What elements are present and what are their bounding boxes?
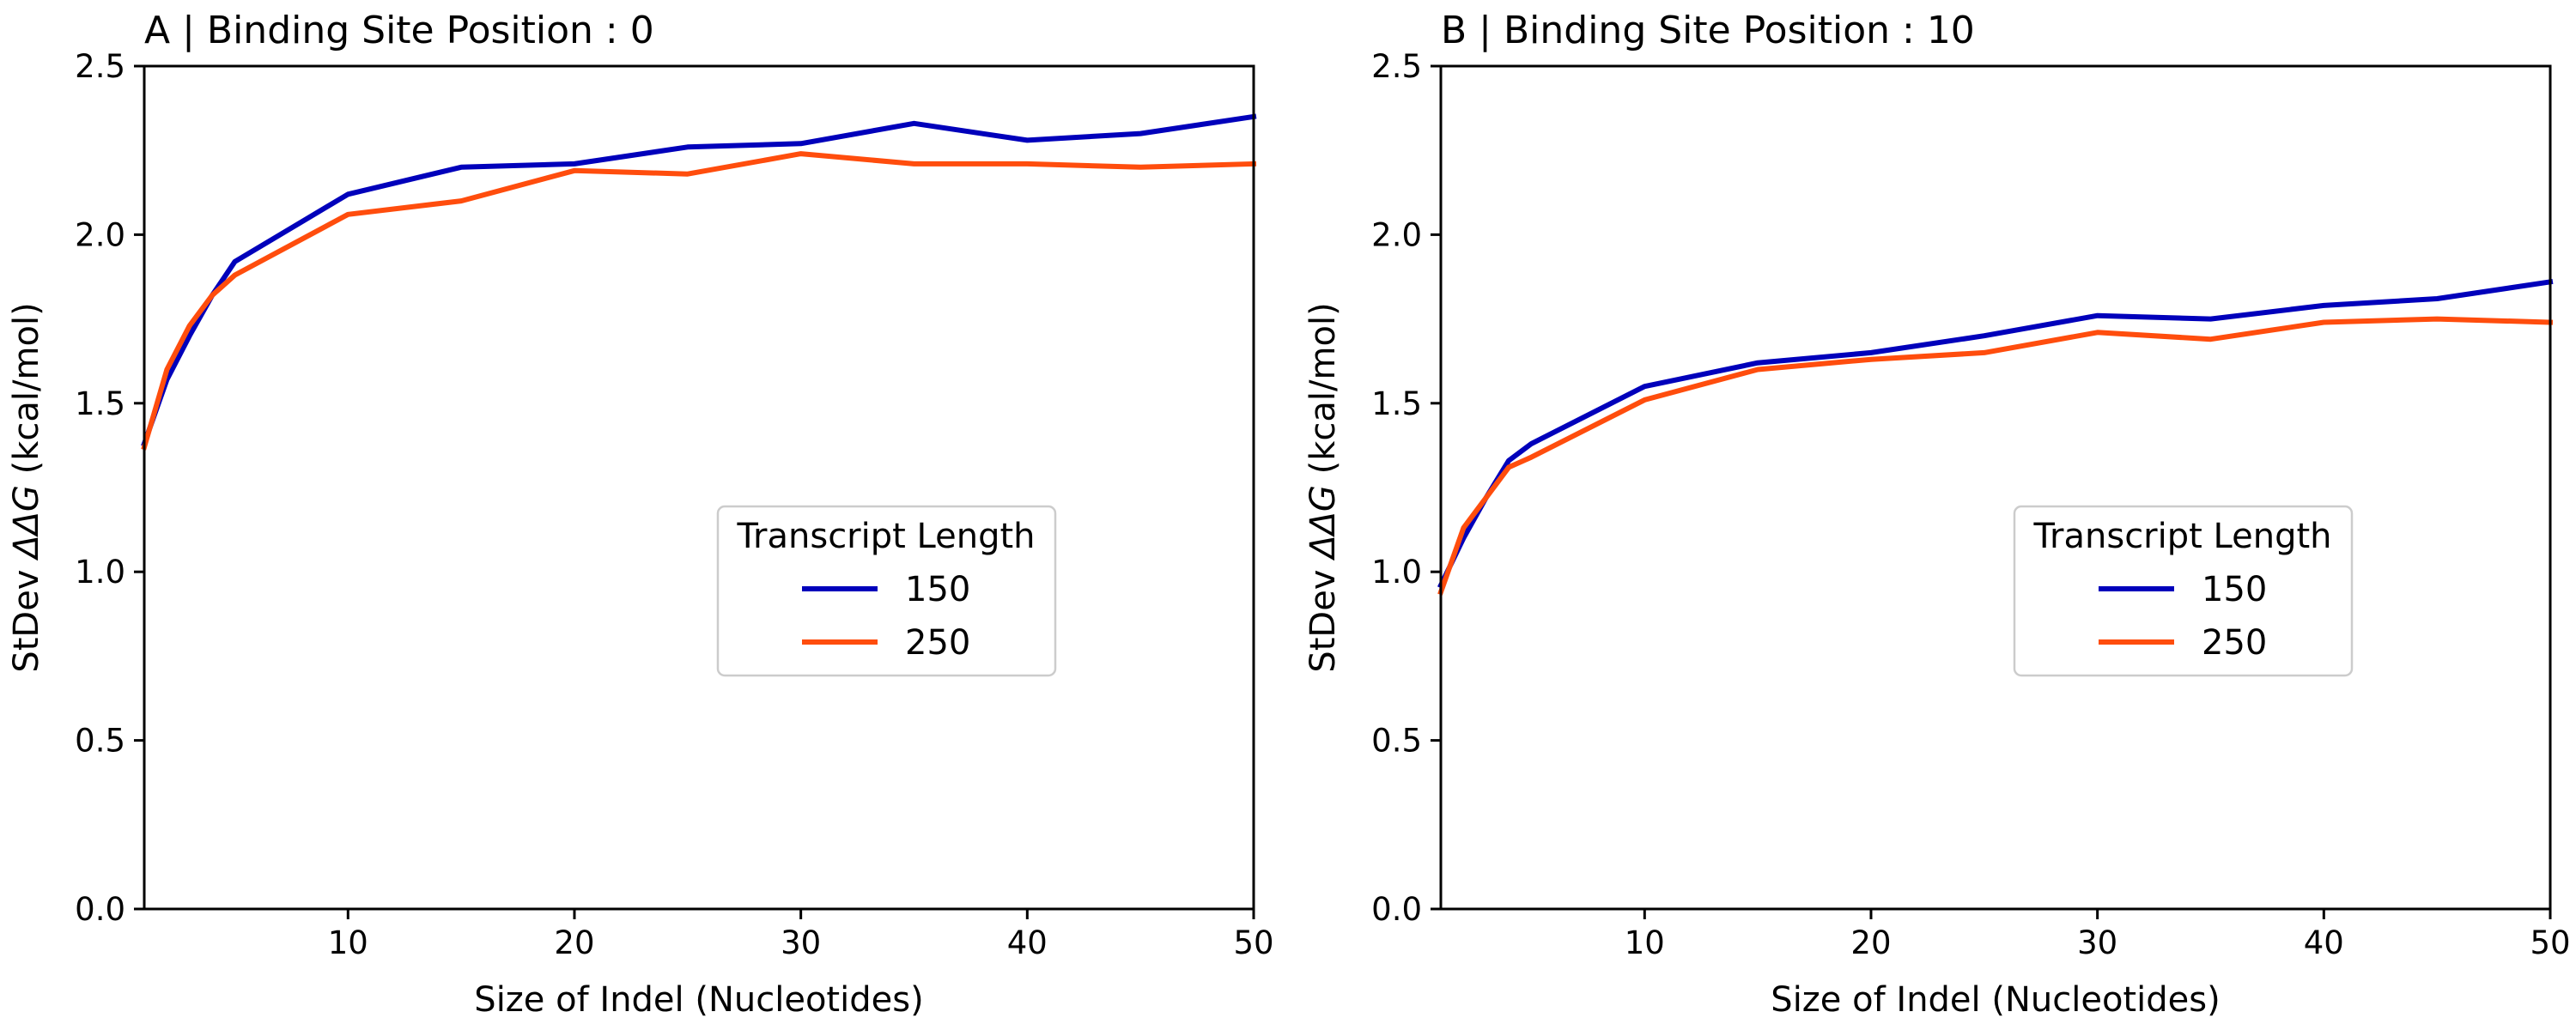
panel-a-series-line-250 bbox=[141, 151, 1257, 451]
panel-a-axes-frame bbox=[143, 64, 1255, 911]
panel-b-y-axis-label: StDev ΔΔG (kcal/mol) bbox=[1303, 302, 1343, 672]
panel-a-y-axis-label: StDev ΔΔG (kcal/mol) bbox=[7, 302, 46, 672]
panel-b-x-tick-label: 30 bbox=[2077, 924, 2117, 961]
panel-b-plot: 0.0 0.5 1.0 1.5 2.0 2.5 10 20 30 40 50 bbox=[1371, 48, 2570, 961]
panel-b-legend-title: Transcript Length bbox=[2032, 517, 2331, 556]
panel-a-y-tick-label: 0.5 bbox=[75, 723, 125, 760]
panel-a-x-tick-label: 10 bbox=[328, 924, 368, 961]
panel-b-y-axis-label-prefix: StDev bbox=[1303, 559, 1343, 673]
panel-a-x-tick-label: 20 bbox=[554, 924, 594, 961]
panel-b-y-axis-label-symbol: ΔΔG bbox=[1303, 485, 1343, 561]
panel-a-y-axis-label-symbol: ΔΔG bbox=[7, 485, 46, 561]
panel-a-legend: Transcript Length 150 250 bbox=[716, 505, 1057, 677]
panel-b-x-tick-label: 40 bbox=[2304, 924, 2344, 961]
panel-a-legend-label-250: 250 bbox=[905, 623, 970, 663]
panel-b-axes-frame bbox=[1439, 64, 2552, 911]
panel-a-legend-frame bbox=[716, 505, 1057, 677]
panel-a-y-tick-label: 1.5 bbox=[75, 385, 125, 422]
panel-b-y-axis-label-suffix: (kcal/mol) bbox=[1303, 302, 1343, 485]
panel-b-y-tick-label: 2.0 bbox=[1371, 216, 1422, 253]
panel-a: A | Binding Site Position : 0 StDev ΔΔG … bbox=[7, 9, 1274, 1020]
panel-b-y-tick-label: 1.0 bbox=[1371, 554, 1422, 591]
panel-a-x-tick-label: 30 bbox=[781, 924, 821, 961]
panel-b-series-line-250 bbox=[1437, 316, 2554, 596]
panel-b-x-axis-label: Size of Indel (Nucleotides) bbox=[1771, 980, 2220, 1020]
panel-a-y-tick-label: 2.0 bbox=[75, 216, 125, 253]
panel-b-y-tick-label: 0.5 bbox=[1371, 723, 1422, 760]
panel-a-y-tick-label: 0.0 bbox=[75, 891, 125, 928]
panel-a-y-tick-label: 1.0 bbox=[75, 554, 125, 591]
panel-a-legend-label-150: 150 bbox=[905, 570, 970, 609]
panel-b-title: B | Binding Site Position : 10 bbox=[1441, 9, 1975, 52]
panel-b-y-tick-label: 0.0 bbox=[1371, 891, 1422, 928]
panel-a-series-line-150 bbox=[141, 113, 1257, 447]
panel-a-x-axis-label: Size of Indel (Nucleotides) bbox=[474, 980, 923, 1020]
panel-b-legend-label-150: 150 bbox=[2202, 570, 2267, 609]
panel-a-y-axis-label-suffix: (kcal/mol) bbox=[7, 302, 46, 485]
panel-b-legend-label-250: 250 bbox=[2202, 623, 2267, 663]
panel-a-title: A | Binding Site Position : 0 bbox=[144, 9, 654, 52]
panel-a-legend-title: Transcript Length bbox=[736, 517, 1035, 556]
panel-a-x-tick-label: 50 bbox=[1233, 924, 1273, 961]
panel-b-x-tick-label: 20 bbox=[1850, 924, 1891, 961]
panel-b-x-tick-label: 10 bbox=[1625, 924, 1665, 961]
panel-b-x-tick-label: 50 bbox=[2530, 924, 2570, 961]
panel-a-y-axis-label-prefix: StDev bbox=[7, 559, 46, 673]
panel-b-legend-frame bbox=[2013, 505, 2354, 677]
panel-a-x-tick-label: 40 bbox=[1007, 924, 1048, 961]
panel-a-y-tick-label: 2.5 bbox=[75, 48, 125, 85]
panel-b-y-tick-label: 1.5 bbox=[1371, 385, 1422, 422]
panel-b-y-tick-label: 2.5 bbox=[1371, 48, 1422, 85]
panel-a-plot: 0.0 0.5 1.0 1.5 2.0 2.5 10 20 30 40 50 bbox=[75, 48, 1273, 961]
panel-b: B | Binding Site Position : 10 StDev ΔΔG… bbox=[1303, 9, 2571, 1020]
panel-b-legend: Transcript Length 150 250 bbox=[2013, 505, 2354, 677]
